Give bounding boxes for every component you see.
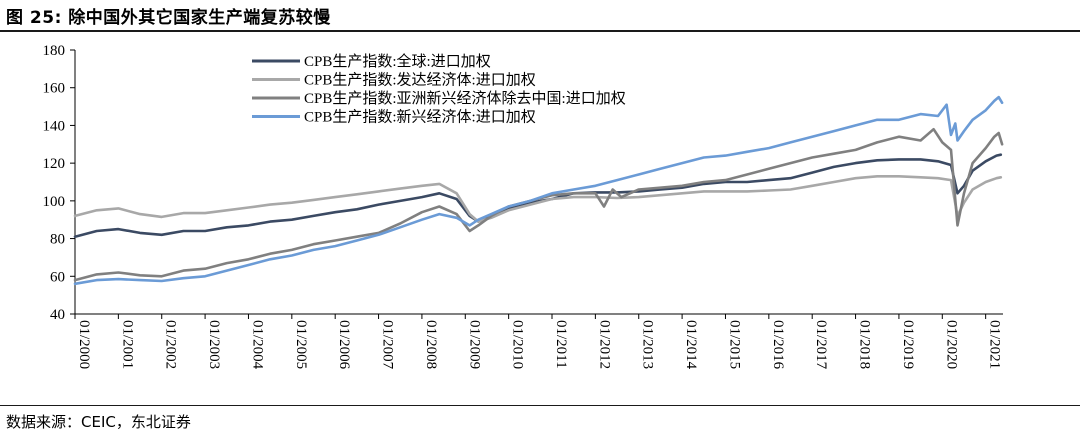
legend-label-0: CPB生产指数:全球:进口加权 (304, 52, 491, 70)
x-tick-label: 01/2012 (596, 320, 612, 369)
y-tick-label: 180 (43, 43, 66, 59)
x-tick-label: 01/2021 (987, 320, 1003, 369)
x-tick-label: 01/2018 (857, 320, 873, 369)
title-divider (0, 30, 1080, 32)
x-tick-label: 01/2004 (249, 320, 265, 370)
y-tick-label: 140 (43, 118, 66, 134)
series-line-0 (73, 153, 1003, 238)
chart-legend: CPB生产指数:全球:进口加权CPB生产指数:发达经济体:进口加权CPB生产指数… (252, 52, 626, 126)
x-tick-label: 01/2003 (206, 320, 222, 369)
y-tick-label: 100 (43, 194, 66, 210)
x-tick-label: 01/2002 (163, 320, 179, 369)
x-tick-label: 01/2013 (640, 320, 656, 369)
x-tick-label: 01/2014 (683, 320, 699, 370)
series-line-2 (73, 127, 1004, 282)
y-tick-label: 60 (50, 269, 65, 285)
x-tick-label: 01/2000 (76, 320, 92, 369)
x-tick-label: 01/2010 (510, 320, 526, 369)
legend-label-1: CPB生产指数:发达经济体:进口加权 (304, 72, 536, 89)
x-tick-label: 01/2007 (380, 320, 396, 370)
x-tick-label: 01/2009 (466, 320, 482, 369)
x-tick-label: 01/2020 (943, 320, 959, 369)
x-tick-label: 01/2005 (293, 320, 309, 369)
legend-label-3: CPB生产指数:新兴经济体:进口加权 (304, 109, 536, 126)
chart-series (73, 95, 1004, 286)
y-tick-label: 40 (50, 307, 65, 323)
series-line-1 (73, 175, 1003, 223)
y-tick-label: 160 (43, 81, 66, 97)
x-tick-label: 01/2006 (336, 320, 352, 370)
y-tick-label: 80 (50, 232, 65, 248)
footer-divider (0, 405, 1080, 406)
legend-label-2: CPB生产指数:亚洲新兴经济体除去中国:进口加权 (304, 90, 626, 107)
chart-axes: 40 60 80 100 120 140 160 180 01/2000 01/2001 01/20… (43, 43, 1003, 370)
x-tick-label: 01/2008 (423, 320, 439, 369)
line-chart: 40 60 80 100 120 140 160 180 01/2000 01/2001 01/20… (43, 43, 1004, 370)
x-tick-label: 01/2016 (770, 320, 786, 370)
x-tick-label: 01/2011 (553, 320, 569, 369)
x-tick-label: 01/2019 (900, 320, 916, 369)
source-note: 数据来源：CEIC，东北证券 (6, 413, 191, 431)
y-tick-label: 120 (43, 156, 66, 172)
series-line-3 (73, 95, 1004, 286)
x-tick-label: 01/2001 (119, 320, 135, 369)
figure-title: 图 25: 除中国外其它国家生产端复苏较慢 (6, 8, 331, 28)
x-tick-label: 01/2017 (813, 320, 829, 370)
x-tick-label: 01/2015 (726, 320, 742, 369)
